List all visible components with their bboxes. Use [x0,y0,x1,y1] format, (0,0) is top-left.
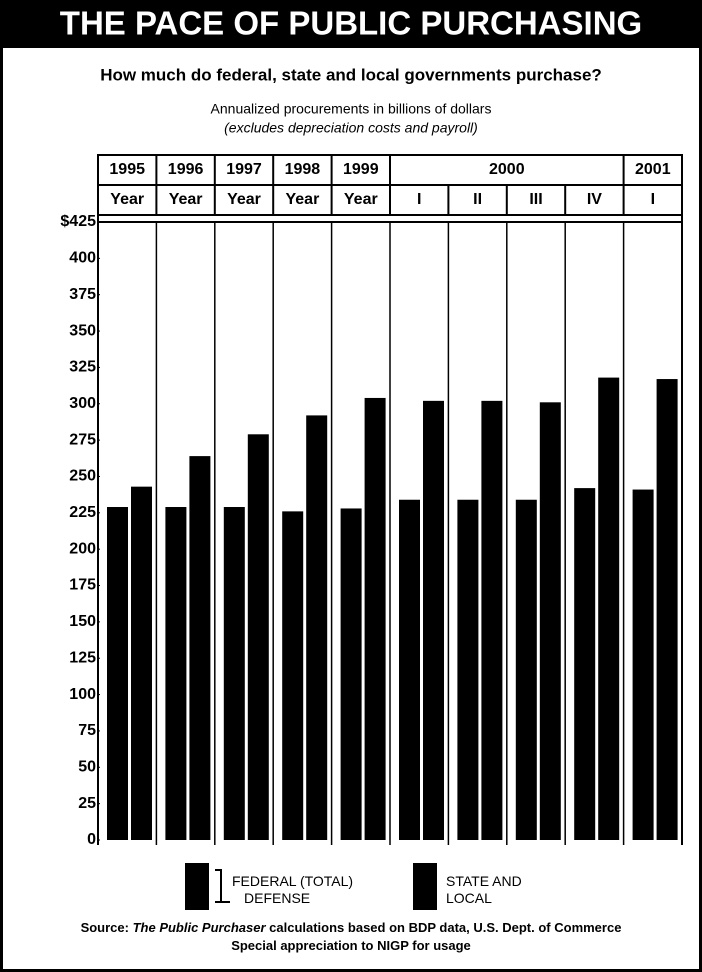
axis-label: Annualized procurements in billions of d… [211,101,492,117]
bar [282,511,304,840]
bar [189,456,211,840]
bar [539,402,561,840]
y-tick-label: 100 [69,686,96,703]
y-tick-label: 0 [87,831,96,848]
y-tick-label: 50 [78,759,96,776]
legend-label: FEDERAL (TOTAL) [232,873,354,889]
y-tick-label: 350 [69,322,96,339]
y-tick-label: 125 [69,649,96,666]
legend-label: STATE AND LOCAL [446,873,522,906]
source-publication: The Public Purchaser [132,920,266,935]
x-tick-label: Year [110,191,144,208]
bar [107,507,128,840]
bar [247,434,269,840]
x-tick-label: I [417,191,421,208]
y-tick-label: 225 [69,504,96,521]
source: Source: The Public Purchaser calculation… [0,920,702,935]
y-tick-label: 275 [69,431,96,448]
y-tick-label: 400 [69,250,96,267]
group-label: 1997 [226,161,262,178]
legend-swatch [413,863,437,910]
chart-title: THE PACE OF PUBLIC PURCHASING [60,5,642,42]
bar [574,488,596,840]
bar [306,415,328,840]
bar [423,400,444,840]
bar [399,499,420,840]
bar [656,379,678,840]
y-tick-label: 150 [69,613,96,630]
group-label: 1996 [168,161,204,178]
source-text: calculations based on BDP data, U.S. Dep… [265,920,622,935]
y-tick-label: 375 [69,286,96,303]
legend-note: DEFENSE [244,890,311,906]
x-tick-label: IV [587,191,602,208]
bar [632,489,654,840]
group-label: 1995 [109,161,145,178]
bar [340,508,362,840]
bar [364,397,386,840]
bar [481,400,503,840]
bar [598,377,620,840]
x-tick-label: Year [285,191,319,208]
x-tick-label: Year [169,191,203,208]
y-tick-label: 25 [78,795,96,812]
y-tick-label: $425 [60,213,96,230]
x-tick-label: II [473,191,482,208]
bar [131,486,152,840]
source-lead: Source: [80,920,129,935]
x-tick-label: Year [344,191,378,208]
bar [457,499,479,840]
x-tick-label: I [651,191,655,208]
y-tick-label: 200 [69,540,96,557]
y-tick-label: 175 [69,577,96,594]
title-banner [0,0,702,48]
bar [515,499,537,840]
x-tick-label: Year [227,191,261,208]
chart-subtitle: How much do federal, state and local gov… [100,65,602,84]
axis-note: (excludes depreciation costs and payroll… [224,120,478,136]
group-label: 2001 [635,161,671,178]
group-label: 2000 [489,161,525,178]
x-tick-label: III [529,191,542,208]
legend-bracket [215,869,230,903]
y-tick-label: 325 [69,359,96,376]
y-tick-label: 250 [69,468,96,485]
group-label: 1999 [343,161,379,178]
legend-swatch [185,863,209,910]
source-line2: Special appreciation to NIGP for usage [231,938,471,953]
bar [165,507,187,840]
bar [223,507,245,840]
y-tick-label: 75 [78,722,96,739]
y-tick-label: 300 [69,395,96,412]
group-label: 1998 [285,161,321,178]
